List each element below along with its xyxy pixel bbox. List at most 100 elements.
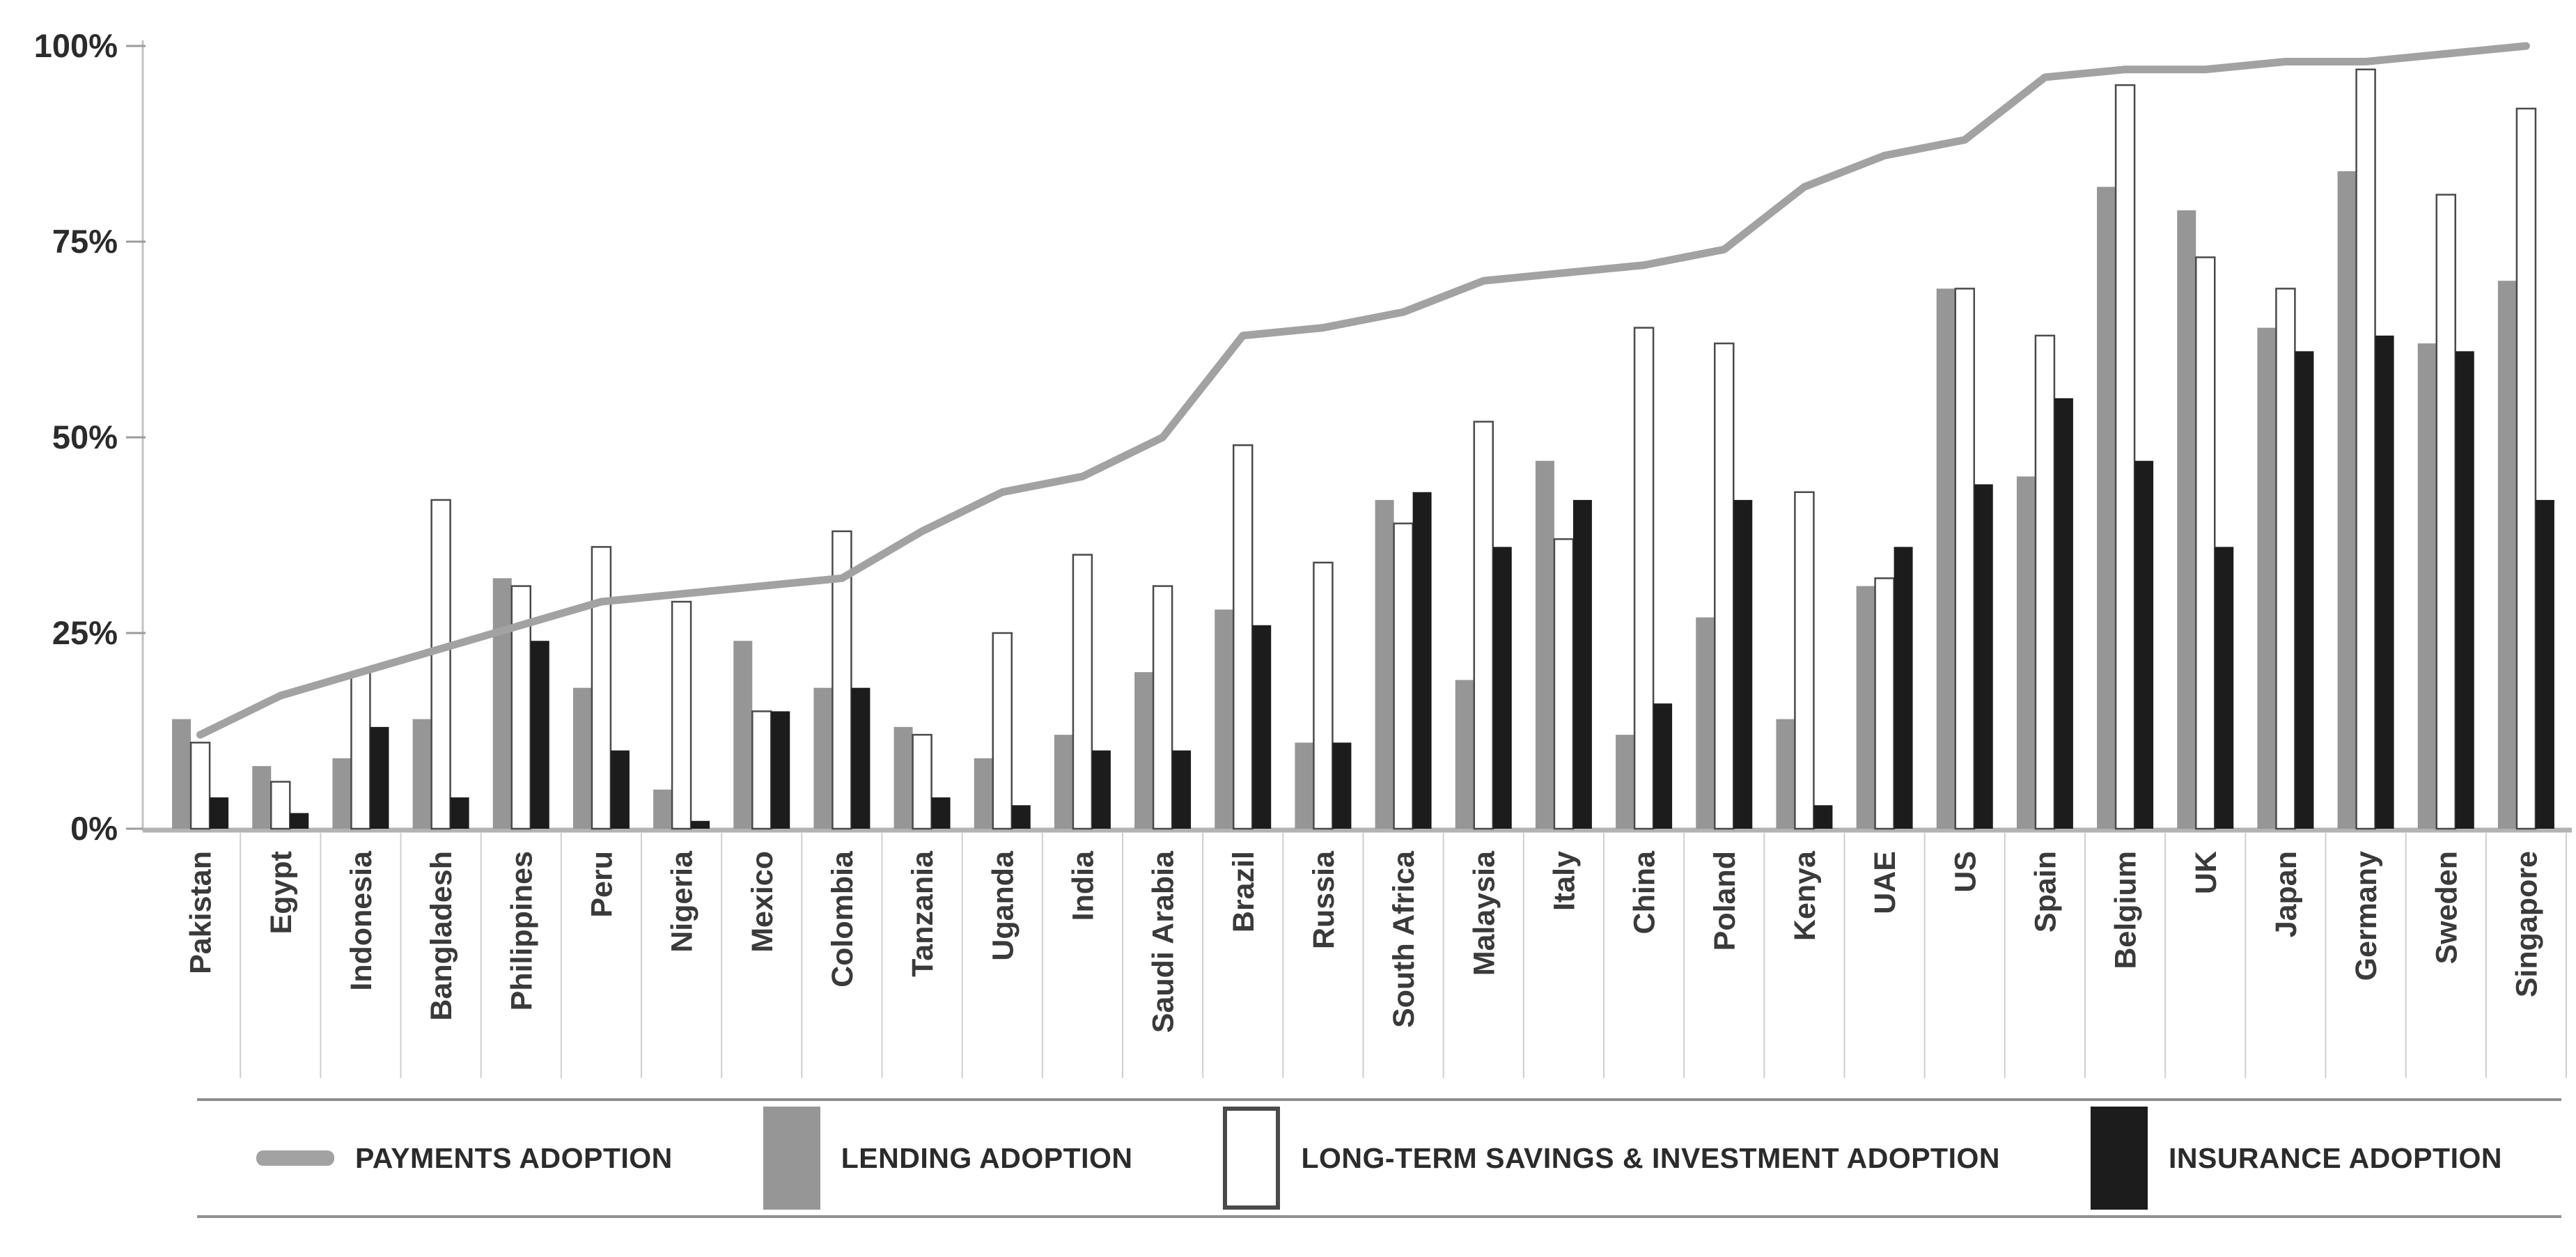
category-label-sweden: Sweden [2430, 851, 2463, 965]
bar-lending-china [1616, 735, 1635, 829]
category-label-russia: Russia [1307, 850, 1341, 949]
bar-lending-uae [1856, 586, 1875, 829]
bar-long-term-colombia [832, 530, 852, 830]
bar-insurance-south-africa [1412, 492, 1432, 829]
y-tick-label: 25% [52, 614, 118, 651]
bar-long-term-peru [591, 546, 612, 830]
bar-insurance-spain [2054, 398, 2073, 829]
bar-insurance-japan [2295, 351, 2314, 829]
category-label-indonesia: Indonesia [345, 850, 378, 991]
bar-long-term-nigeria [671, 600, 692, 830]
y-tick-label: 0% [70, 810, 118, 847]
category-label-tanzania: Tanzania [906, 850, 939, 977]
category-label-philippines: Philippines [505, 851, 538, 1010]
category-label-uganda: Uganda [986, 850, 1020, 961]
bar-insurance-germany [2375, 335, 2394, 829]
bar-insurance-italy [1572, 499, 1592, 829]
bar-insurance-colombia [851, 687, 871, 829]
bar-lending-italy [1535, 460, 1554, 829]
payments-adoption-line [196, 42, 2530, 739]
bar-long-term-malaysia [1473, 421, 1494, 830]
bar-lending-poland [1696, 617, 1715, 829]
category-label-egypt: Egypt [265, 851, 298, 934]
bar-insurance-india [1091, 750, 1111, 829]
bar-lending-russia [1295, 742, 1314, 829]
bar-long-term-sweden [2435, 194, 2456, 830]
bar-lending-egypt [252, 766, 272, 829]
bar-lending-india [1054, 735, 1073, 829]
bar-lending-spain [2016, 476, 2036, 829]
bar-insurance-belgium [2134, 460, 2154, 829]
category-label-poland: Poland [1708, 851, 1742, 951]
legend-item-long-term: LONG-TERM SAVINGS & INVESTMENT ADOPTION [1223, 1107, 2000, 1210]
bar-insurance-peru [610, 750, 630, 829]
y-tick-label: 75% [52, 223, 118, 260]
category-label-saudi-arabia: Saudi Arabia [1147, 850, 1180, 1033]
legend-item-lending: LENDING ADOPTION [763, 1107, 1133, 1210]
bar-lending-mexico [733, 641, 753, 829]
legend-line-swatch [256, 1150, 334, 1166]
bar-insurance-china [1653, 703, 1673, 829]
bar-lending-malaysia [1455, 680, 1474, 829]
bar-lending-singapore [2497, 281, 2517, 829]
bar-long-term-tanzania [912, 733, 932, 830]
bar-long-term-russia [1313, 561, 1334, 830]
bar-lending-philippines [492, 578, 512, 829]
bar-long-term-singapore [2515, 107, 2537, 830]
bar-insurance-us [1974, 484, 1993, 829]
category-label-south-africa: South Africa [1387, 850, 1421, 1028]
bar-insurance-uae [1894, 547, 1913, 829]
bar-lending-brazil [1215, 609, 1234, 829]
bar-long-term-japan [2275, 288, 2296, 830]
bar-insurance-russia [1332, 742, 1352, 829]
bar-long-term-saudi-arabia [1152, 585, 1173, 830]
category-label-colombia: Colombia [826, 850, 859, 987]
legend-box-swatch [1223, 1107, 1281, 1210]
bar-long-term-italy [1553, 538, 1575, 830]
bar-lending-kenya [1776, 719, 1795, 829]
category-label-china: China [1628, 850, 1662, 935]
category-label-bangladesh: Bangladesh [425, 851, 458, 1021]
bar-lending-us [1936, 288, 1956, 829]
category-label-brazil: Brazil [1227, 851, 1260, 932]
bar-insurance-sweden [2455, 351, 2474, 829]
bar-lending-bangladesh [412, 719, 432, 829]
bar-lending-uganda [974, 758, 993, 829]
bar-insurance-malaysia [1492, 547, 1512, 829]
bar-long-term-poland [1714, 342, 1735, 830]
bar-long-term-uae [1874, 577, 1895, 830]
bar-insurance-indonesia [370, 726, 389, 829]
category-label-pakistan: Pakistan [185, 851, 218, 974]
category-label-kenya: Kenya [1788, 850, 1822, 941]
category-label-us: US [1949, 851, 1982, 893]
y-tick-label: 50% [52, 419, 118, 455]
bar-lending-belgium [2097, 187, 2116, 829]
category-label-uk: UK [2189, 851, 2223, 894]
category-label-malaysia: Malaysia [1467, 850, 1501, 976]
bar-long-term-belgium [2114, 84, 2136, 830]
bar-insurance-kenya [1813, 805, 1833, 829]
legend-item-payments: PAYMENTS ADOPTION [256, 1142, 673, 1175]
bar-insurance-singapore [2535, 499, 2554, 829]
legend-box-swatch [763, 1107, 820, 1210]
bar-insurance-saudi-arabia [1172, 750, 1192, 829]
category-label-india: India [1066, 850, 1100, 921]
bar-long-term-us [1954, 288, 1975, 830]
category-label-japan: Japan [2270, 851, 2303, 937]
bar-insurance-uganda [1011, 805, 1031, 829]
chart-legend: PAYMENTS ADOPTION LENDING ADOPTION LONG-TE… [197, 1098, 2561, 1218]
bar-lending-saudi-arabia [1134, 672, 1154, 829]
legend-box-swatch [2090, 1107, 2148, 1210]
legend-label: INSURANCE ADOPTION [2168, 1141, 2502, 1174]
bar-long-term-uganda [992, 632, 1013, 830]
bar-insurance-bangladesh [450, 797, 469, 829]
bar-insurance-nigeria [691, 820, 710, 829]
category-label-mexico: Mexico [746, 851, 779, 953]
bar-lending-pakistan [172, 719, 192, 829]
bar-lending-indonesia [332, 758, 352, 829]
legend-label: PAYMENTS ADOPTION [355, 1141, 673, 1174]
category-label-italy: Italy [1547, 851, 1581, 911]
plot-area: 0% 25% 50% 75% 100% Pakistan Egypt Indonesia Ban… [34, 27, 2572, 1078]
bar-long-term-indonesia [350, 671, 371, 830]
